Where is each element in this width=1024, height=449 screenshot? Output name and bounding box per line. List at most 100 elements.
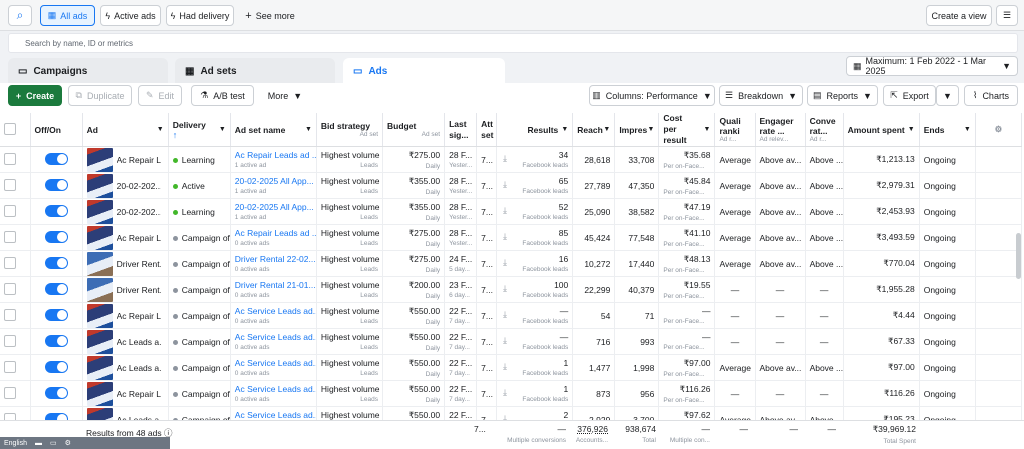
row-adset-cell[interactable]: Ac Service Leads ad...0 active ads bbox=[230, 302, 317, 329]
chevron-down-icon[interactable]: ▼ bbox=[907, 126, 915, 133]
col-ad-set-name[interactable]: Ad set name ▼ bbox=[230, 113, 317, 147]
had-delivery-button[interactable]: ϟ Had delivery bbox=[166, 5, 234, 26]
col-off-on[interactable]: Off/On bbox=[30, 113, 83, 147]
row-adset-cell[interactable]: Ac Service Leads ad...0 active ads bbox=[230, 406, 317, 420]
search-input[interactable]: Search by name, ID or metrics bbox=[8, 33, 1018, 53]
ad-thumbnail[interactable] bbox=[86, 225, 113, 250]
ad-name[interactable]: Ac Repair L... bbox=[116, 388, 161, 399]
row-select[interactable] bbox=[0, 146, 31, 173]
tab-campaigns[interactable]: ▭ Campaigns bbox=[8, 58, 168, 84]
ad-thumbnail[interactable] bbox=[86, 329, 113, 354]
search-button[interactable]: ⌕ bbox=[8, 5, 32, 26]
create-button[interactable]: + Create bbox=[8, 85, 62, 106]
col-delivery[interactable]: Delivery ↑ ▼ bbox=[168, 113, 231, 147]
chevron-down-icon[interactable]: ▼ bbox=[703, 126, 711, 133]
row-toggle-cell[interactable] bbox=[30, 302, 83, 329]
col-results[interactable]: Results ▼ bbox=[496, 113, 574, 147]
col-bid-strategy[interactable]: Bid strategy Ad set bbox=[316, 113, 384, 147]
col-attribution[interactable]: Att set bbox=[476, 113, 498, 147]
budget-value[interactable]: ₹355.00 bbox=[408, 175, 441, 186]
budget-value[interactable]: ₹275.00 bbox=[408, 149, 441, 160]
row-checkbox[interactable] bbox=[4, 360, 16, 373]
select-all-header[interactable] bbox=[0, 113, 31, 147]
row-checkbox[interactable] bbox=[4, 256, 16, 269]
row-budget-cell[interactable]: ₹200.00 Daily bbox=[382, 276, 446, 303]
export-dropdown[interactable]: ▼ bbox=[936, 85, 959, 106]
ad-name[interactable]: Ac Repair L... bbox=[116, 232, 161, 243]
ad-name[interactable]: Ac Repair L... bbox=[116, 154, 161, 165]
table-row[interactable]: 20-02-202... Active 20-02-2025 All App... 1… bbox=[0, 172, 1023, 199]
row-checkbox[interactable] bbox=[4, 282, 16, 295]
on-off-toggle[interactable] bbox=[44, 256, 68, 269]
col-amount-spent[interactable]: Amount spent ▼ bbox=[843, 113, 920, 147]
window-icon[interactable]: ▬ bbox=[34, 439, 42, 447]
row-toggle-cell[interactable] bbox=[30, 380, 83, 407]
ad-name[interactable]: Ac Leads a... bbox=[116, 414, 161, 421]
ad-name[interactable]: Driver Rent... bbox=[116, 258, 161, 269]
on-off-toggle[interactable] bbox=[44, 204, 68, 217]
ad-set-link[interactable]: 20-02-2025 All App... bbox=[234, 202, 314, 212]
col-last-significant[interactable]: Last sig... bbox=[444, 113, 478, 147]
row-select[interactable] bbox=[0, 328, 31, 355]
row-adset-cell[interactable]: 20-02-2025 All App... 1 active ad bbox=[230, 172, 317, 199]
ad-thumbnail[interactable] bbox=[86, 199, 113, 224]
row-select[interactable] bbox=[0, 354, 31, 381]
row-ad-cell[interactable]: Ac Leads a... bbox=[82, 354, 169, 381]
edit-button[interactable]: ✎ Edit bbox=[138, 85, 182, 106]
ad-set-link[interactable]: 20-02-2025 All App... bbox=[234, 176, 314, 186]
row-toggle-cell[interactable] bbox=[30, 172, 83, 199]
col-quality-ranking[interactable]: Quali ranki Ad r... bbox=[714, 113, 756, 147]
export-button[interactable]: ⇱ Export bbox=[883, 85, 936, 106]
budget-value[interactable]: ₹275.00 bbox=[408, 227, 441, 238]
on-off-toggle[interactable] bbox=[44, 386, 68, 399]
col-budget[interactable]: Budget Ad set bbox=[382, 113, 446, 147]
on-off-toggle[interactable] bbox=[44, 334, 68, 347]
row-ad-cell[interactable]: Ac Repair L... bbox=[82, 302, 169, 329]
row-adset-cell[interactable]: Ac Repair Leads ad ... 0 active ads bbox=[230, 224, 317, 251]
row-adset-cell[interactable]: Ac Service Leads ad...0 active ads bbox=[230, 328, 317, 355]
row-toggle-cell[interactable] bbox=[30, 250, 83, 277]
row-adset-cell[interactable]: Ac Repair Leads ad ... 1 active ad bbox=[230, 146, 317, 173]
folder-icon[interactable]: ▭ bbox=[49, 440, 57, 447]
row-checkbox[interactable] bbox=[4, 204, 16, 217]
row-budget-cell[interactable]: ₹275.00 Daily bbox=[382, 250, 446, 277]
row-select[interactable] bbox=[0, 250, 31, 277]
on-off-toggle[interactable] bbox=[44, 412, 68, 420]
table-row[interactable]: 20-02-202... Learning 20-02-2025 All App..… bbox=[0, 198, 1023, 225]
on-off-toggle[interactable] bbox=[44, 178, 68, 191]
on-off-toggle[interactable] bbox=[44, 152, 68, 165]
col-engagement-ranking[interactable]: Engager rate ... Ad relev... bbox=[755, 113, 806, 147]
chevron-down-icon[interactable]: ▼ bbox=[304, 126, 312, 133]
row-select[interactable] bbox=[0, 224, 31, 251]
ad-name[interactable]: 20-02-202... bbox=[116, 180, 161, 191]
row-toggle-cell[interactable] bbox=[30, 354, 83, 381]
ad-set-link[interactable]: Ac Repair Leads ad ... bbox=[234, 228, 317, 238]
on-off-toggle[interactable] bbox=[44, 360, 68, 373]
row-ad-cell[interactable]: Driver Rent... bbox=[82, 276, 169, 303]
col-cost-per-result[interactable]: Cost per result ▼ bbox=[658, 113, 716, 147]
row-ad-cell[interactable]: Ac Leads a... bbox=[82, 328, 169, 355]
row-ad-cell[interactable]: Ac Leads a... bbox=[82, 406, 169, 421]
create-view-button[interactable]: Create a view bbox=[926, 5, 992, 26]
on-off-toggle[interactable] bbox=[44, 230, 68, 243]
ad-set-link[interactable]: Driver Rental 21-01... bbox=[234, 280, 316, 290]
col-impressions[interactable]: Impres ▼ bbox=[614, 113, 660, 147]
select-all-checkbox[interactable] bbox=[4, 122, 16, 135]
chevron-down-icon[interactable]: ▼ bbox=[561, 126, 569, 133]
ad-thumbnail[interactable] bbox=[86, 173, 113, 198]
budget-value[interactable]: ₹355.00 bbox=[408, 201, 441, 212]
row-adset-cell[interactable]: Ac Service Leads ad...0 active ads bbox=[230, 380, 317, 407]
row-checkbox[interactable] bbox=[4, 178, 16, 191]
row-checkbox[interactable] bbox=[4, 386, 16, 399]
chevron-down-icon[interactable]: ▼ bbox=[603, 126, 611, 133]
budget-value[interactable]: ₹550.00 bbox=[408, 305, 441, 316]
see-more-button[interactable]: + See more bbox=[240, 5, 300, 26]
budget-value[interactable]: ₹550.00 bbox=[408, 357, 441, 368]
row-ad-cell[interactable]: Ac Repair L... bbox=[82, 146, 169, 173]
